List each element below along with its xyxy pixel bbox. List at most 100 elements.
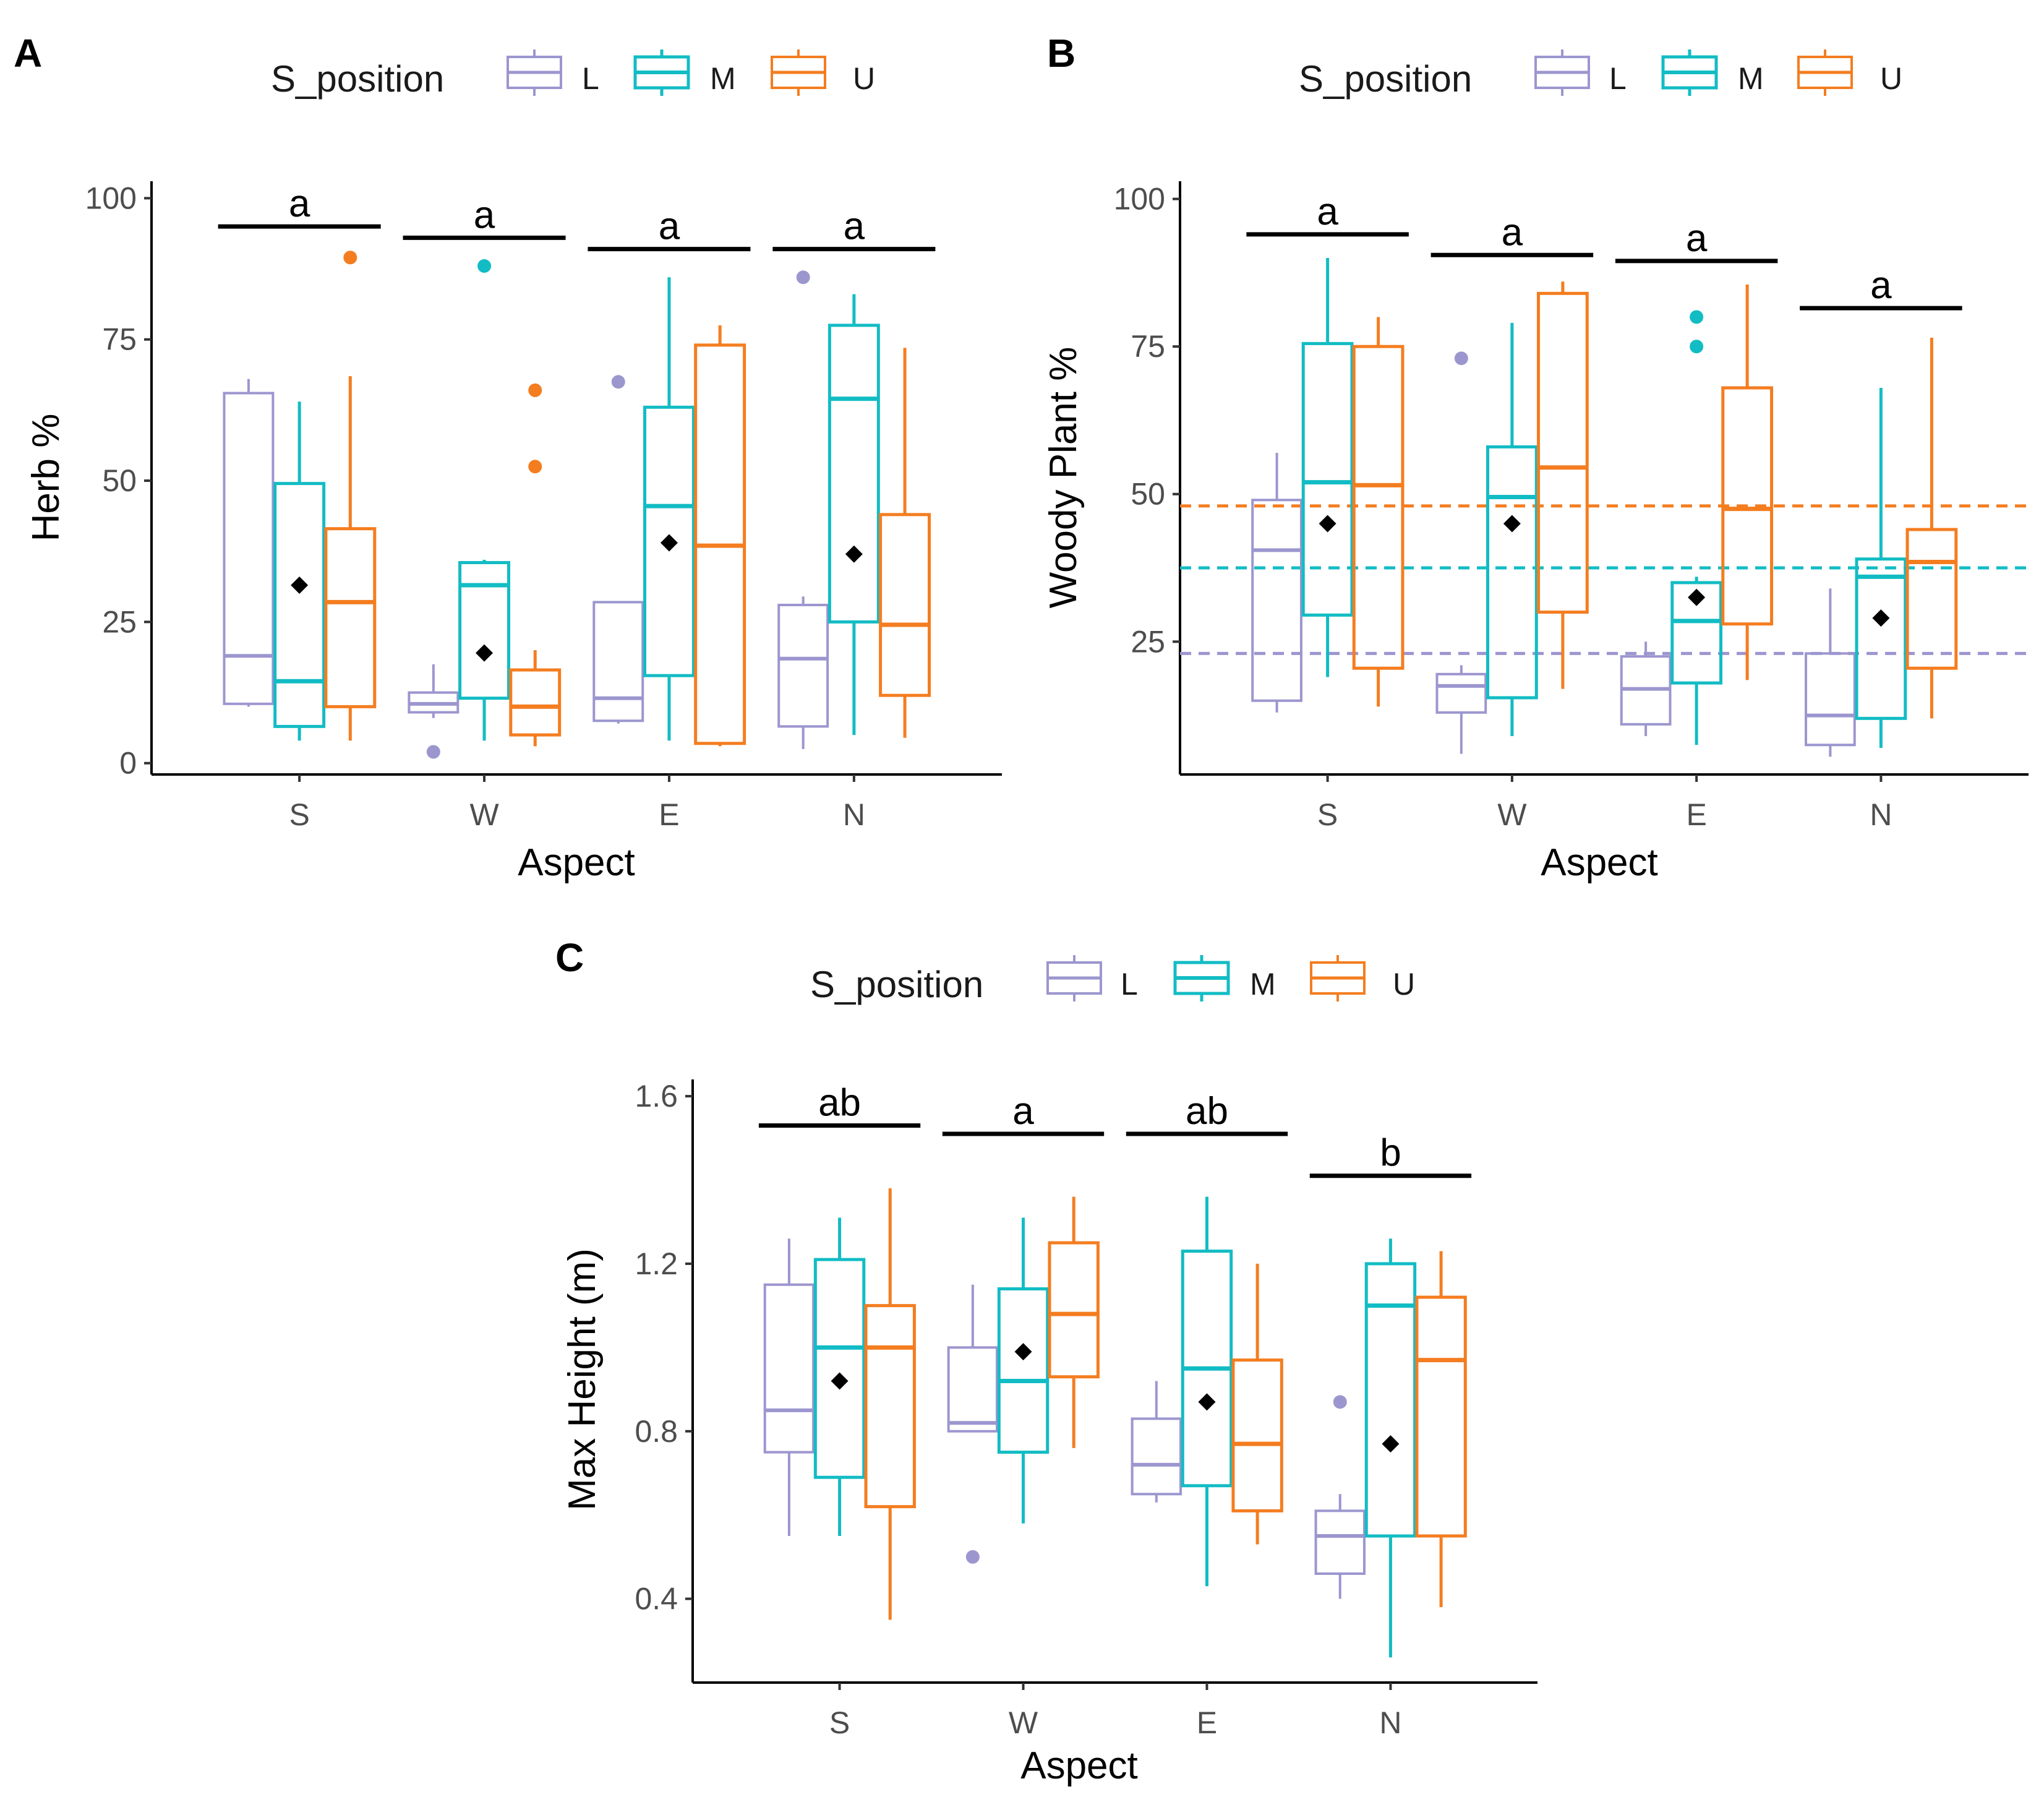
significance-letter-a-e: a [659,205,680,248]
panel-b: B S_position L M U 25 50 75 100 S W E Na a a a [1042,31,2029,884]
x-axis-title-c: Aspect [1020,1744,1138,1787]
box-b-n-u [1905,337,1958,719]
box-body [1721,386,1774,626]
box-body [1435,672,1487,714]
box-body [1131,1417,1182,1496]
box-a-w-m [458,259,511,741]
x-tick-label-b: W [1497,797,1527,832]
box-b-n-m [1855,387,1907,748]
box-b-w-u [1537,281,1589,689]
y-tick-label-c: 1.6 [635,1079,678,1113]
box-body [1301,341,1354,617]
box-a-n-u [879,348,931,738]
outlier-point [1454,351,1468,366]
box-body [827,324,880,624]
legend-key-u-c [1310,955,1366,1001]
box-body [763,1283,815,1454]
outlier-point [528,460,542,474]
legend-title-b: S_position [1299,58,1472,100]
mean-marker-a-n [845,545,863,563]
y-axis-title-b: Woody Plant % [1042,347,1085,609]
legend-key-l-b [1534,49,1590,96]
box-c-n-l [1314,1395,1366,1599]
legend-label-u-a: U [853,61,875,96]
legend-label-u-b: U [1880,61,1902,96]
x-axis-title-b: Aspect [1541,841,1658,884]
legend-c: S_position L M U [810,955,1415,1005]
box-body [458,561,511,700]
y-tick-label-a: 50 [102,463,137,498]
box-body [1855,557,1907,720]
legend-label-m-a: M [710,61,736,96]
x-tick-label-a: N [843,797,865,832]
box-body [1670,581,1723,685]
legend-title-a: S_position [271,58,444,100]
box-body [1804,652,1856,747]
box-body [997,1287,1050,1454]
x-axis-title-a: Aspect [518,841,635,884]
box-body [813,1258,866,1479]
significance-letter-b-w: a [1502,211,1523,254]
y-tick-label-b: 25 [1131,624,1165,659]
box-body [1537,291,1589,614]
box-a-e-m [643,277,695,741]
box-c-w-l [947,1284,999,1564]
box-body [592,601,644,723]
y-tick-label-c: 0.8 [635,1414,678,1449]
box-body [643,405,695,677]
box-body [1314,1509,1366,1575]
box-b-w-m [1486,323,1538,736]
box-b-s-u [1352,317,1405,707]
box-b-w-l [1435,351,1487,754]
plot-b: 25 50 75 100 S W E Na a a a [1114,181,2029,832]
box-c-e-l [1131,1381,1182,1503]
x-tick-label-c: W [1009,1705,1038,1740]
mean-marker-c-s [831,1372,849,1390]
box-b-e-m [1670,310,1723,745]
box-a-s-u [324,251,377,741]
box-a-n-l [777,270,829,749]
box-body [777,604,829,728]
box-b-s-m [1301,258,1354,677]
box-body [1415,1295,1467,1538]
box-body [879,513,931,697]
outlier-point [426,745,440,759]
box-c-n-u [1415,1251,1467,1608]
x-tick-label-c: S [829,1705,850,1740]
panel-a: A S_position L M U 0 25 50 75 100 S W E Na a a a [14,31,1002,884]
y-tick-label-a: 25 [102,604,137,639]
outlier-point [477,259,492,273]
box-body [223,392,275,705]
box-b-e-u [1721,284,1774,680]
box-a-e-u [694,325,746,747]
box-c-s-l [763,1238,815,1537]
outlier-point [1690,340,1704,354]
legend-title-c: S_position [810,964,983,1005]
box-c-e-u [1231,1263,1283,1545]
outlier-point [965,1550,980,1564]
significance-letter-a-s: a [289,182,310,225]
legend-key-m-c [1173,955,1230,1001]
box-a-s-l [223,379,275,707]
box-body [947,1346,999,1433]
significance-letter-c-w: a [1012,1090,1034,1133]
mean-marker-b-e [1688,588,1706,606]
box-body [1486,445,1538,700]
box-body [324,527,377,708]
outlier-point [1690,310,1704,324]
box-body [273,482,326,728]
plot-a: 0 25 50 75 100 S W E Na a a a [85,181,1002,832]
mean-marker-c-w [1014,1343,1032,1361]
box-body [1048,1241,1100,1379]
significance-letter-b-n: a [1870,264,1892,307]
y-tick-label-a: 100 [85,181,137,215]
legend-label-l-a: L [582,61,599,96]
significance-letter-c-s: ab [818,1081,861,1124]
y-tick-label-b: 50 [1131,477,1165,512]
x-tick-label-b: E [1686,797,1706,832]
box-a-s-m [273,401,326,741]
y-tick-label-a: 75 [102,322,137,357]
box-c-e-m [1181,1196,1233,1587]
mean-marker-c-n [1382,1435,1400,1453]
box-b-e-l [1620,641,1672,736]
